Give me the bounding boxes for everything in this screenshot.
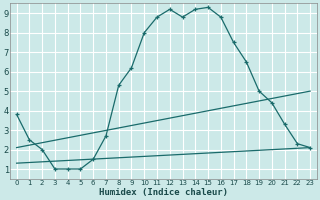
X-axis label: Humidex (Indice chaleur): Humidex (Indice chaleur) xyxy=(99,188,228,197)
